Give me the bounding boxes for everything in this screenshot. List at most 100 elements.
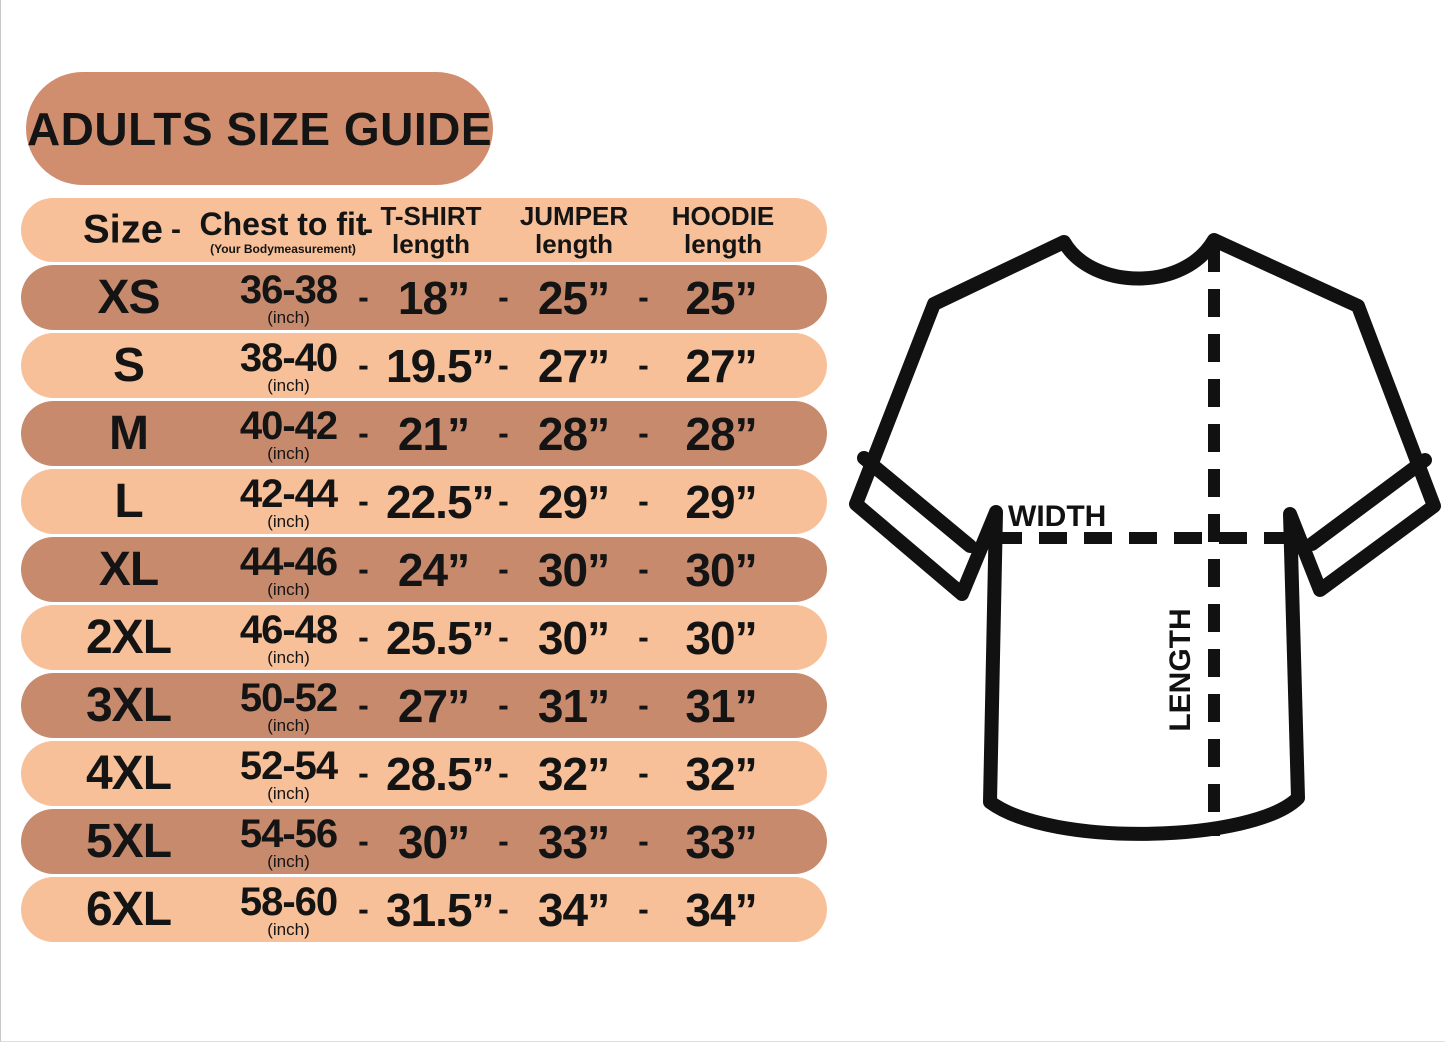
size-row: 2XL 46-48 (inch) - 25.5” - 30” - 30”	[21, 605, 827, 670]
tshirt-length-cell: 21”	[397, 407, 470, 460]
size-cell: XL	[98, 543, 159, 596]
page-title: ADULTS SIZE GUIDE	[26, 102, 493, 155]
header-dash: -	[363, 213, 373, 246]
dash-separator: -	[498, 823, 509, 859]
body-measurement-sublabel: (Your Bodymeasurement)	[210, 242, 356, 256]
size-cell: 5XL	[85, 815, 172, 868]
hoodie-length-cell: 27”	[685, 339, 757, 392]
dash-separator: -	[498, 483, 509, 519]
header-size-label: Size	[83, 207, 164, 252]
dash-separator: -	[638, 755, 649, 791]
table-header-row: Size - Chest to fit (Your Bodymeasuremen…	[21, 198, 827, 262]
header-tshirt-length: T-SHIRT length	[380, 200, 482, 259]
size-row: 3XL 50-52 (inch) - 27” - 31” - 31”	[21, 673, 827, 738]
size-cell: M	[109, 407, 149, 460]
size-row: XS 36-38 (inch) - 18” - 25” - 25”	[21, 265, 827, 330]
size-cell: 2XL	[85, 611, 172, 664]
jumper-length-cell: 32”	[537, 747, 610, 800]
chest-range: 46-48	[239, 607, 338, 652]
dash-separator: -	[638, 891, 649, 927]
chest-range: 42-44	[239, 471, 338, 516]
chest-range: 50-52	[239, 675, 338, 720]
dash-separator: -	[638, 279, 649, 315]
chest-range: 54-56	[239, 811, 338, 856]
dash-separator: -	[498, 415, 509, 451]
chest-unit-label: (inch)	[267, 443, 310, 463]
chest-range: 40-42	[239, 403, 338, 448]
dash-separator: -	[638, 823, 649, 859]
hoodie-length-cell: 25”	[685, 271, 757, 324]
hoodie-length-cell: 30”	[685, 543, 757, 596]
tshirt-length-cell: 30”	[397, 815, 470, 868]
chest-unit-label: (inch)	[267, 579, 310, 599]
jumper-length-cell: 25”	[537, 271, 610, 324]
dash-separator: -	[498, 891, 509, 927]
chest-range: 44-46	[239, 539, 338, 584]
dash-separator: -	[638, 551, 649, 587]
jumper-length-cell: 34”	[537, 883, 610, 936]
chest-unit-label: (inch)	[267, 511, 310, 531]
chest-range: 38-40	[239, 335, 338, 380]
right-cuff-band	[1305, 453, 1432, 551]
dash-separator: -	[358, 687, 369, 723]
tshirt-length-cell: 28.5”	[386, 747, 495, 800]
chest-cell: 40-42 (inch)	[236, 406, 341, 462]
size-row: XL 44-46 (inch) - 24” - 30” - 30”	[21, 537, 827, 602]
chest-cell: 44-46 (inch)	[236, 542, 341, 598]
jumper-length-cell: 33”	[537, 815, 610, 868]
dash-separator: -	[638, 347, 649, 383]
chest-unit-label: (inch)	[267, 375, 310, 395]
dash-separator: -	[498, 279, 509, 315]
size-cell: 4XL	[85, 747, 172, 800]
chest-unit-label: (inch)	[267, 715, 310, 735]
chest-range: 36-38	[239, 267, 338, 312]
dash-separator: -	[358, 619, 369, 655]
title-pill: ADULTS SIZE GUIDE	[26, 72, 493, 185]
size-cell: XS	[97, 271, 160, 324]
size-row: M 40-42 (inch) - 21” - 28” - 28”	[21, 401, 827, 466]
jumper-length-cell: 27”	[537, 339, 610, 392]
header-chest-label: Chest to fit (Your Bodymeasurement)	[193, 208, 373, 258]
dash-separator: -	[498, 551, 509, 587]
chest-unit-label: (inch)	[267, 783, 310, 803]
size-cell: L	[114, 475, 143, 528]
table-rows: XS 36-38 (inch) - 18” - 25” - 25” S 38-4…	[21, 265, 827, 942]
hoodie-length-cell: 34”	[685, 883, 757, 936]
size-cell: 6XL	[85, 883, 172, 936]
hoodie-length-cell: 29”	[685, 475, 757, 528]
header-dash: -	[171, 213, 181, 246]
chest-cell: 54-56 (inch)	[236, 814, 341, 870]
tshirt-length-cell: 25.5”	[386, 611, 495, 664]
dash-separator: -	[498, 347, 509, 383]
size-row: 6XL 58-60 (inch) - 31.5” - 34” - 34”	[21, 877, 827, 942]
dash-separator: -	[638, 687, 649, 723]
dash-separator: -	[358, 347, 369, 383]
tshirt-length-cell: 19.5”	[386, 339, 495, 392]
dash-separator: -	[638, 483, 649, 519]
chest-unit-label: (inch)	[267, 919, 310, 939]
tshirt-length-cell: 31.5”	[386, 883, 495, 936]
chest-cell: 38-40 (inch)	[236, 338, 341, 394]
hoodie-length-cell: 30”	[685, 611, 757, 664]
jumper-length-cell: 31”	[537, 679, 610, 732]
dash-separator: -	[358, 551, 369, 587]
size-row: 4XL 52-54 (inch) - 28.5” - 32” - 32”	[21, 741, 827, 806]
tshirt-length-cell: 18”	[397, 271, 470, 324]
tshirt-diagram: WIDTH LENGTH	[849, 233, 1441, 841]
header-hoodie-length: HOODIE length	[671, 200, 775, 259]
dash-separator: -	[358, 279, 369, 315]
tshirt-length-cell: 22.5”	[386, 475, 495, 528]
size-cell: S	[112, 339, 145, 392]
size-row: S 38-40 (inch) - 19.5” - 27” - 27”	[21, 333, 827, 398]
chest-cell: 42-44 (inch)	[236, 474, 341, 530]
dash-separator: -	[358, 483, 369, 519]
chest-cell: 46-48 (inch)	[236, 610, 341, 666]
jumper-length-cell: 30”	[537, 611, 610, 664]
jumper-length-cell: 30”	[537, 543, 610, 596]
chest-cell: 50-52 (inch)	[236, 678, 341, 734]
dash-separator: -	[498, 619, 509, 655]
tshirt-length-cell: 27”	[397, 679, 470, 732]
chest-cell: 52-54 (inch)	[236, 746, 341, 802]
chest-cell: 58-60 (inch)	[236, 882, 341, 938]
chest-range: 52-54	[239, 743, 338, 788]
